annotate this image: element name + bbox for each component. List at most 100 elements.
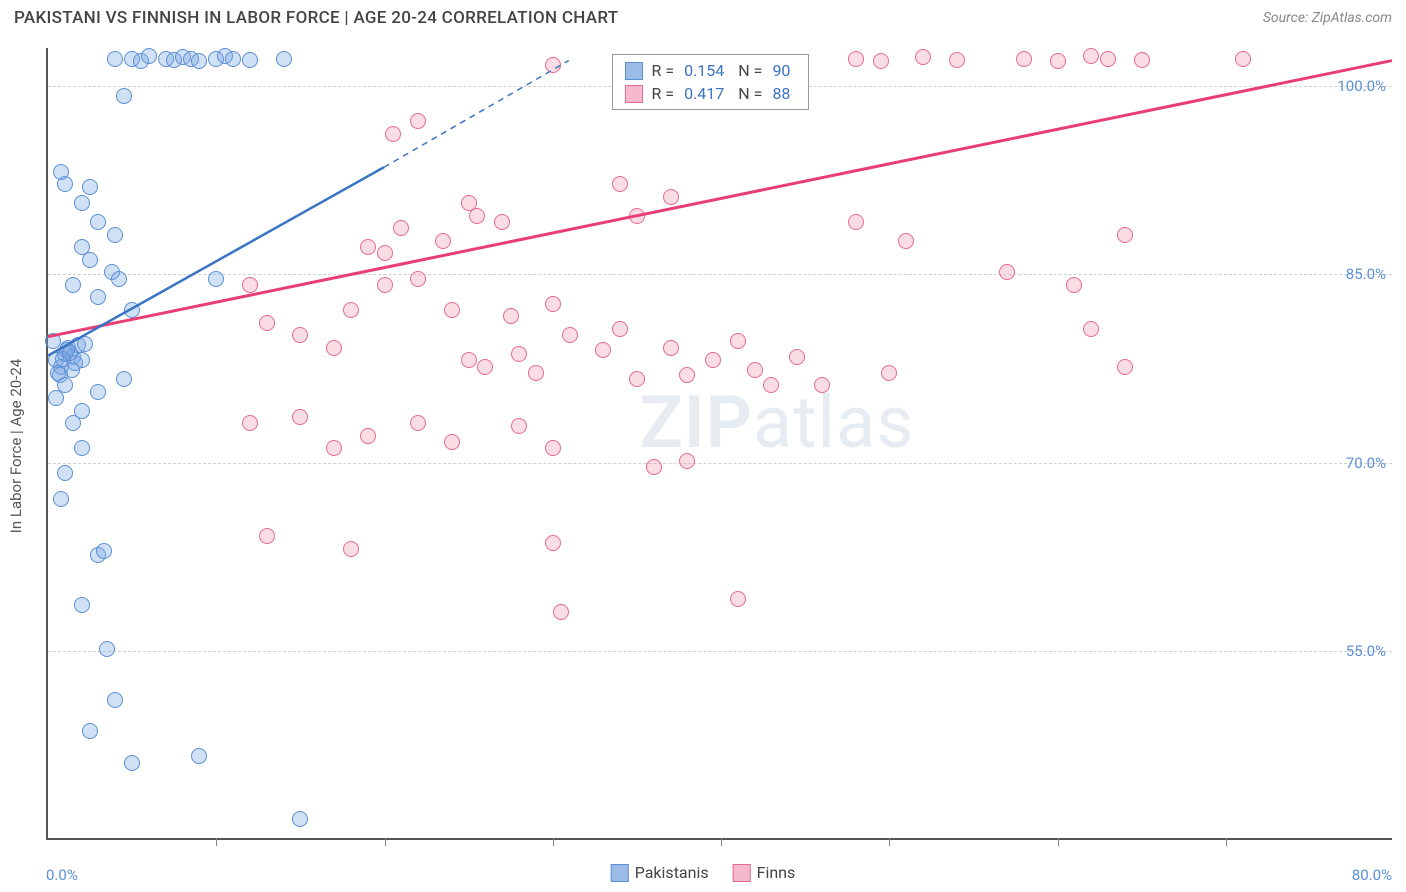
pakistani-point — [45, 333, 61, 349]
finnish-point — [663, 340, 679, 356]
gridline-h — [48, 274, 1392, 275]
swatch-pakistani — [625, 62, 643, 80]
n-label: N = — [738, 84, 762, 103]
finnish-point — [881, 365, 897, 381]
pakistani-point — [166, 52, 182, 68]
finnish-point — [511, 418, 527, 434]
x-tick-min: 0.0% — [46, 866, 78, 884]
finnish-point — [1066, 277, 1082, 293]
finnish-point — [705, 352, 721, 368]
finnish-point — [343, 541, 359, 557]
finnish-point — [377, 245, 393, 261]
pakistani-point — [59, 342, 75, 358]
finnish-point — [747, 362, 763, 378]
finnish-point — [461, 195, 477, 211]
pakistani-point — [57, 465, 73, 481]
pakistani-point — [67, 355, 83, 371]
pakistani-point — [191, 53, 207, 69]
finnish-point — [949, 52, 965, 68]
pakistani-point — [276, 51, 292, 67]
pakistani-point — [65, 277, 81, 293]
y-tick-label: 85.0% — [1346, 265, 1386, 283]
finnish-point — [915, 49, 931, 65]
legend-row-pakistani: R = 0.154 N = 90 — [613, 59, 808, 82]
finnish-point — [494, 214, 510, 230]
pakistani-point — [133, 53, 149, 69]
finnish-point — [1083, 321, 1099, 337]
finnish-point — [242, 277, 258, 293]
finnish-point — [343, 302, 359, 318]
pakistani-point — [77, 336, 93, 352]
finnish-point — [629, 208, 645, 224]
y-tick-label: 100.0% — [1337, 77, 1386, 95]
finnish-point — [663, 189, 679, 205]
pakistani-point — [90, 384, 106, 400]
pakistani-point — [116, 371, 132, 387]
pakistani-point — [57, 346, 73, 362]
legend-label-finnish: Finns — [757, 863, 796, 882]
pakistani-point — [104, 264, 120, 280]
pakistani-point — [62, 345, 78, 361]
r-label: R = — [651, 61, 674, 80]
gridline-h — [48, 651, 1392, 652]
finnish-point — [503, 308, 519, 324]
finnish-point — [679, 367, 695, 383]
pakistani-point — [82, 723, 98, 739]
pakistani-point — [53, 359, 69, 375]
x-tick — [721, 838, 722, 846]
legend-item-pakistani: Pakistanis — [611, 863, 709, 882]
x-tick — [1226, 838, 1227, 846]
chart-title: PAKISTANI VS FINNISH IN LABOR FORCE | AG… — [14, 8, 618, 28]
finnish-point — [410, 415, 426, 431]
pakistani-point — [74, 597, 90, 613]
finnish-point — [326, 340, 342, 356]
finnish-point — [612, 176, 628, 192]
pakistani-point — [90, 214, 106, 230]
finnish-point — [385, 126, 401, 142]
pakistani-point — [225, 51, 241, 67]
finnish-point — [511, 346, 527, 362]
finnish-point — [1083, 48, 1099, 64]
pakistani-point — [107, 51, 123, 67]
x-tick — [385, 838, 386, 846]
pakistani-point — [111, 271, 127, 287]
finnish-point — [545, 440, 561, 456]
y-tick-label: 55.0% — [1346, 642, 1386, 660]
finnish-point — [242, 415, 258, 431]
x-tick — [1058, 838, 1059, 846]
finnish-point — [1050, 53, 1066, 69]
finnish-point — [595, 342, 611, 358]
pakistani-point — [96, 543, 112, 559]
finnish-point — [763, 377, 779, 393]
pakistani-point — [74, 239, 90, 255]
finnish-point — [1016, 51, 1032, 67]
x-tick — [889, 838, 890, 846]
y-axis-label: In Labor Force | Age 20-24 — [7, 359, 25, 533]
pakistani-point — [74, 440, 90, 456]
finnish-point — [259, 315, 275, 331]
pakistani-point — [292, 811, 308, 827]
source-attribution: Source: ZipAtlas.com — [1263, 10, 1392, 26]
pakistani-point — [65, 349, 81, 365]
finnish-point — [1117, 227, 1133, 243]
finnish-point — [377, 277, 393, 293]
pakistani-point — [82, 179, 98, 195]
finnish-point — [1134, 52, 1150, 68]
pakistani-point — [57, 377, 73, 393]
finnish-point — [360, 428, 376, 444]
pakistani-point — [242, 52, 258, 68]
finnish-point — [477, 359, 493, 375]
pakistani-point — [208, 51, 224, 67]
pakistani-point — [107, 692, 123, 708]
r-label: R = — [651, 84, 674, 103]
finnish-point — [612, 321, 628, 337]
finnish-point — [730, 333, 746, 349]
pakistani-point — [107, 227, 123, 243]
finnish-point — [545, 296, 561, 312]
legend-item-finnish: Finns — [733, 863, 796, 882]
finnish-point — [553, 604, 569, 620]
finnish-point — [292, 409, 308, 425]
swatch-finnish — [733, 864, 751, 882]
r-value-finnish: 0.417 — [684, 84, 724, 103]
y-tick-label: 70.0% — [1346, 454, 1386, 472]
